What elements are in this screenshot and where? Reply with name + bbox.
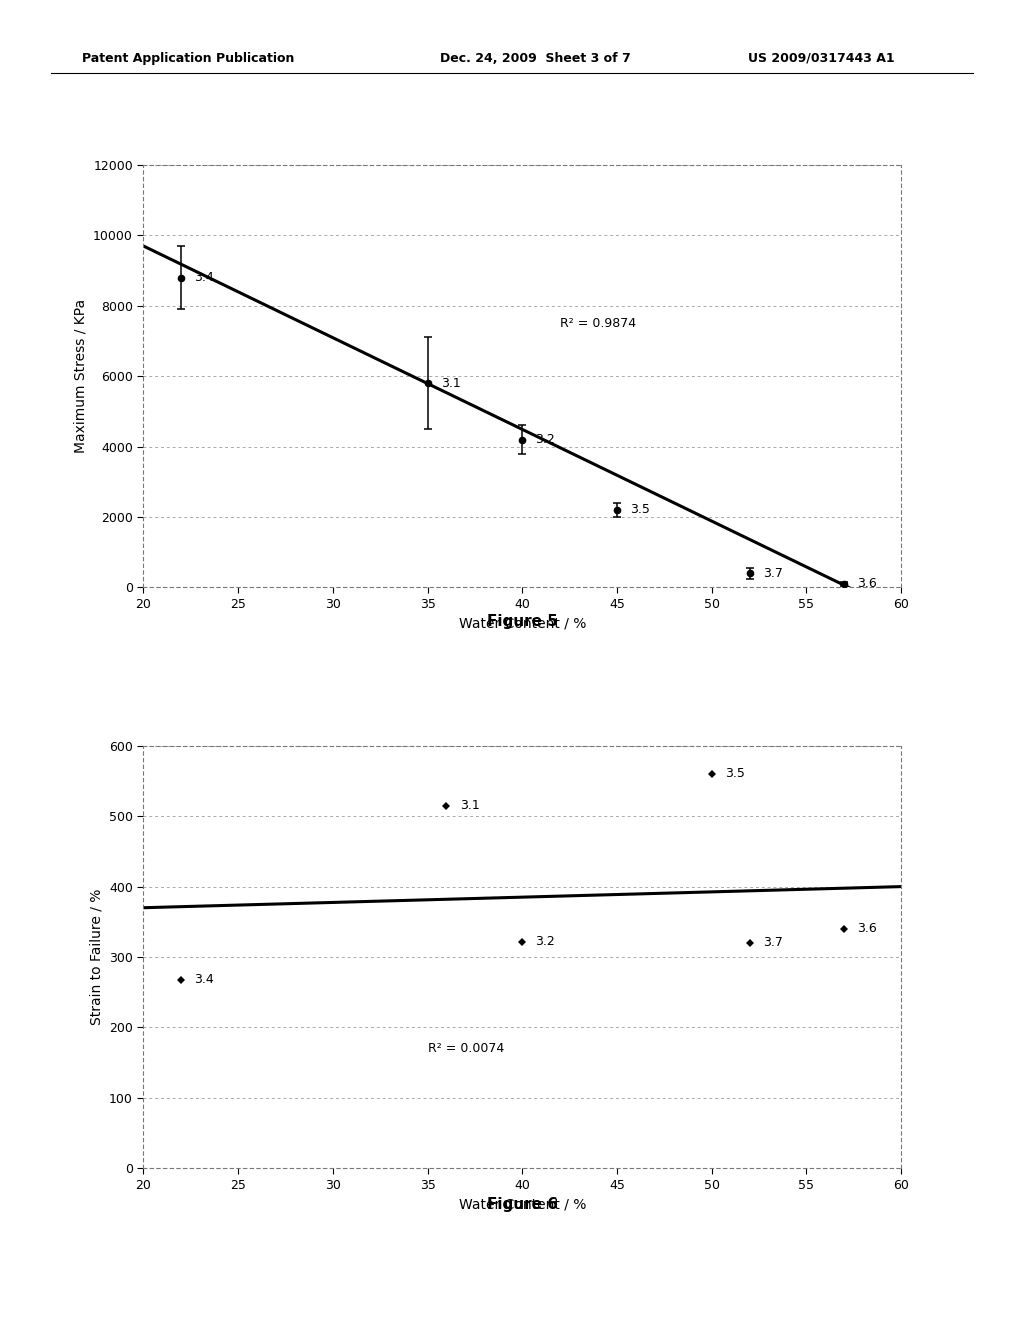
Text: 3.7: 3.7 [763,566,782,579]
Text: US 2009/0317443 A1: US 2009/0317443 A1 [748,51,894,65]
X-axis label: Water Content / %: Water Content / % [459,1197,586,1212]
Text: Dec. 24, 2009  Sheet 3 of 7: Dec. 24, 2009 Sheet 3 of 7 [440,51,631,65]
Text: 3.1: 3.1 [440,376,461,389]
Text: Figure 5: Figure 5 [486,614,558,628]
Text: 3.5: 3.5 [725,767,744,780]
Text: 3.6: 3.6 [857,923,878,936]
Text: 3.1: 3.1 [460,799,479,812]
Text: Patent Application Publication: Patent Application Publication [82,51,294,65]
Text: 3.2: 3.2 [536,433,555,446]
Text: 3.7: 3.7 [763,936,782,949]
Text: 3.2: 3.2 [536,935,555,948]
Text: 3.4: 3.4 [195,271,214,284]
Text: 3.4: 3.4 [195,973,214,986]
Text: 3.6: 3.6 [857,577,878,590]
Text: Figure 6: Figure 6 [486,1197,558,1212]
Text: R² = 0.0074: R² = 0.0074 [428,1041,504,1055]
Text: R² = 0.9874: R² = 0.9874 [560,317,636,330]
Y-axis label: Maximum Stress / KPa: Maximum Stress / KPa [74,300,87,453]
Text: 3.5: 3.5 [630,503,650,516]
X-axis label: Water Content / %: Water Content / % [459,616,586,631]
Y-axis label: Strain to Failure / %: Strain to Failure / % [89,888,103,1026]
